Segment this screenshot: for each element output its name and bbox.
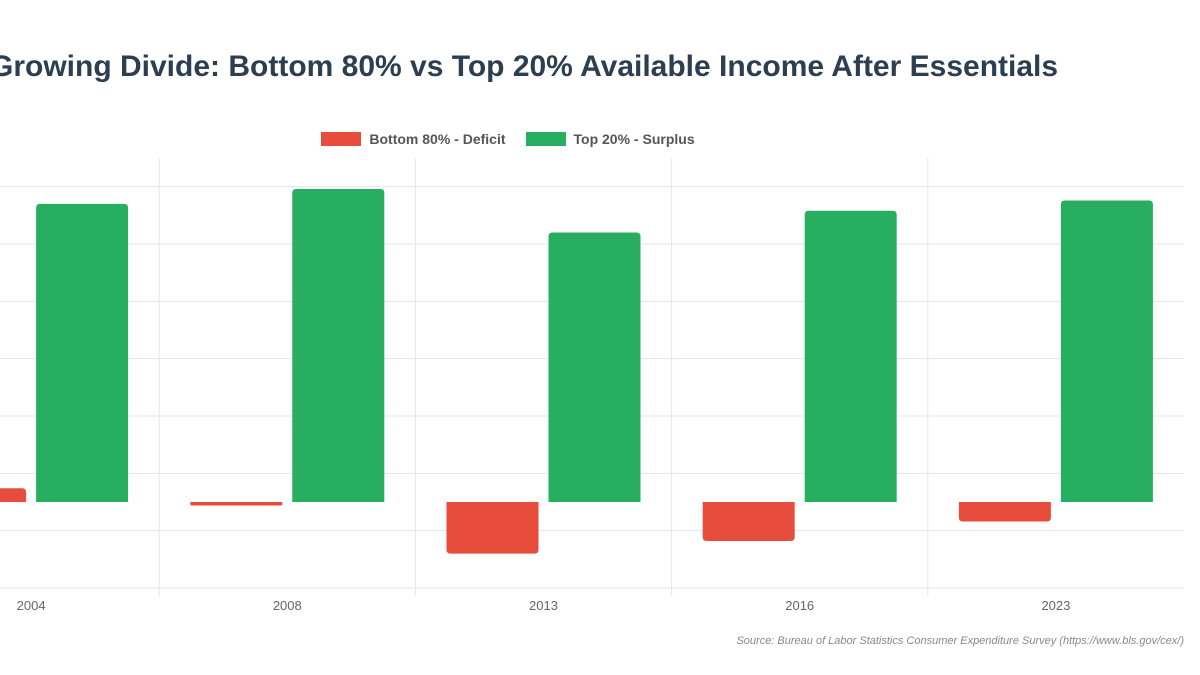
bar-bottom-80-2016 <box>702 502 795 541</box>
bar-top-20-2004 <box>36 203 129 502</box>
legend-swatch-bottom-80 <box>321 132 362 146</box>
legend: Bottom 80% - Deficit Top 20% - Surplus <box>0 131 1016 147</box>
legend-label-bottom-80: Bottom 80% - Deficit <box>369 131 506 147</box>
source-note: Source: Bureau of Labor Statistics Consu… <box>736 635 1184 647</box>
x-tick-label: 2023 <box>1041 598 1070 613</box>
x-tick-label: 2016 <box>785 598 814 613</box>
bar-bottom-80-2008 <box>190 502 283 506</box>
legend-item-top-20[interactable]: Top 20% - Surplus <box>525 131 695 147</box>
chart-plot: 2004 2008 2013 2016 2023 <box>0 158 1184 613</box>
legend-label-top-20: Top 20% - Surplus <box>573 131 695 147</box>
x-tick-label: 2013 <box>529 598 558 613</box>
x-tick-label: 2008 <box>273 598 302 613</box>
bar-bottom-80-2023 <box>958 502 1051 522</box>
chart-title: Growing Divide: Bottom 80% vs Top 20% Av… <box>0 50 1059 83</box>
legend-swatch-top-20 <box>525 132 566 146</box>
x-tick-label: 2004 <box>17 598 46 613</box>
bar-top-20-2013 <box>548 232 641 502</box>
bar-bottom-80-2004 <box>0 488 27 502</box>
legend-item-bottom-80[interactable]: Bottom 80% - Deficit <box>321 131 506 147</box>
bar-top-20-2023 <box>1060 200 1153 502</box>
bar-bottom-80-2013 <box>446 502 539 554</box>
bar-top-20-2008 <box>292 188 385 502</box>
bar-top-20-2016 <box>804 210 897 502</box>
